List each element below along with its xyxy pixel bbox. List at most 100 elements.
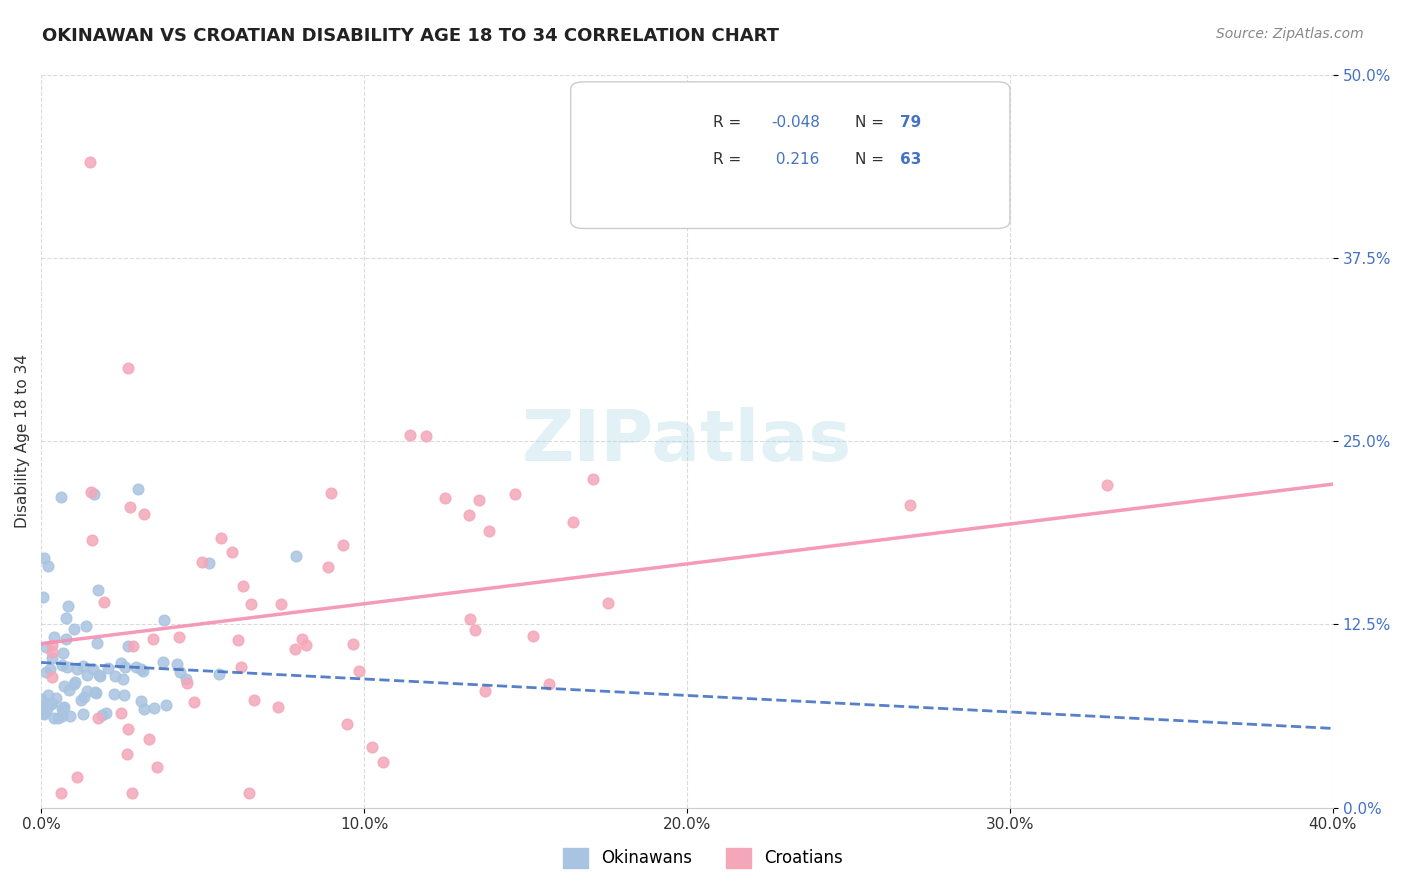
Okinawans (32, 707, 55, 722)
Croatians (231, 660, 253, 674)
Croatians (561, 516, 583, 530)
Text: R =: R = (713, 152, 747, 167)
Okinawans (112, 688, 135, 702)
Croatians (291, 632, 314, 647)
Croatians (415, 429, 437, 443)
Okinawans (104, 669, 127, 683)
Okinawans (208, 667, 231, 681)
Okinawans (37, 688, 59, 702)
Okinawans (39, 662, 62, 676)
Okinawans (32, 706, 55, 720)
Croatians (41, 638, 63, 652)
Croatians (332, 538, 354, 552)
Croatians (373, 755, 395, 769)
Okinawans (87, 582, 110, 597)
Okinawans (52, 646, 75, 660)
Okinawans (46, 711, 69, 725)
Okinawans (83, 487, 105, 501)
Croatians (342, 637, 364, 651)
Okinawans (52, 701, 75, 715)
Croatians (110, 706, 132, 721)
Croatians (295, 638, 318, 652)
Okinawans (84, 686, 107, 700)
Okinawans (103, 687, 125, 701)
Croatians (458, 612, 481, 626)
Croatians (267, 699, 290, 714)
Croatians (316, 559, 339, 574)
Okinawans (97, 661, 120, 675)
Y-axis label: Disability Age 18 to 34: Disability Age 18 to 34 (15, 354, 30, 528)
Croatians (1095, 478, 1118, 492)
Croatians (176, 675, 198, 690)
Okinawans (89, 668, 111, 682)
Okinawans (59, 708, 82, 723)
FancyBboxPatch shape (571, 82, 1010, 228)
Croatians (360, 740, 382, 755)
Croatians (169, 630, 191, 644)
Okinawans (62, 677, 84, 691)
Croatians (239, 597, 262, 611)
Okinawans (152, 655, 174, 669)
Okinawans (75, 618, 97, 632)
Croatians (284, 641, 307, 656)
Okinawans (42, 630, 65, 644)
Croatians (503, 487, 526, 501)
Text: N =: N = (855, 152, 889, 167)
Croatians (138, 731, 160, 746)
Okinawans (70, 693, 93, 707)
Okinawans (51, 491, 73, 505)
Okinawans (30, 692, 52, 706)
Croatians (474, 684, 496, 698)
Okinawans (65, 662, 87, 676)
Croatians (118, 500, 141, 514)
Croatians (582, 472, 605, 486)
Croatians (79, 485, 101, 500)
Okinawans (51, 702, 73, 716)
Croatians (41, 670, 63, 684)
Okinawans (34, 551, 56, 566)
Okinawans (56, 660, 79, 674)
Croatians (242, 693, 264, 707)
Croatians (319, 486, 342, 500)
Croatians (347, 664, 370, 678)
Croatians (82, 533, 104, 548)
Okinawans (132, 664, 155, 678)
Okinawans (39, 697, 62, 711)
Text: ZIPatlas: ZIPatlas (522, 407, 852, 475)
Croatians (537, 677, 560, 691)
Croatians (468, 493, 491, 508)
Okinawans (110, 656, 132, 670)
Okinawans (35, 702, 58, 716)
Okinawans (41, 696, 63, 710)
Okinawans (42, 711, 65, 725)
Okinawans (91, 707, 114, 722)
Okinawans (35, 640, 58, 654)
Croatians (121, 786, 143, 800)
Okinawans (176, 673, 198, 687)
Text: 63: 63 (900, 152, 921, 167)
Okinawans (73, 690, 96, 704)
Text: -0.048: -0.048 (770, 115, 820, 130)
Legend: Okinawans, Croatians: Okinawans, Croatians (718, 97, 862, 166)
Croatians (117, 360, 139, 375)
Okinawans (125, 660, 148, 674)
Croatians (336, 716, 359, 731)
Croatians (398, 428, 420, 442)
Okinawans (82, 662, 104, 676)
Okinawans (166, 657, 188, 671)
Okinawans (198, 556, 221, 570)
Croatians (522, 629, 544, 643)
Croatians (457, 508, 479, 522)
Croatians (122, 639, 145, 653)
Croatians (66, 771, 89, 785)
Okinawans (51, 658, 73, 673)
Legend: Okinawans, Croatians: Okinawans, Croatians (557, 841, 849, 875)
Okinawans (285, 549, 308, 564)
Okinawans (169, 665, 191, 679)
Okinawans (96, 706, 118, 720)
Croatians (183, 694, 205, 708)
Croatians (146, 759, 169, 773)
Croatians (51, 786, 73, 800)
Okinawans (72, 659, 94, 673)
Croatians (209, 531, 232, 545)
